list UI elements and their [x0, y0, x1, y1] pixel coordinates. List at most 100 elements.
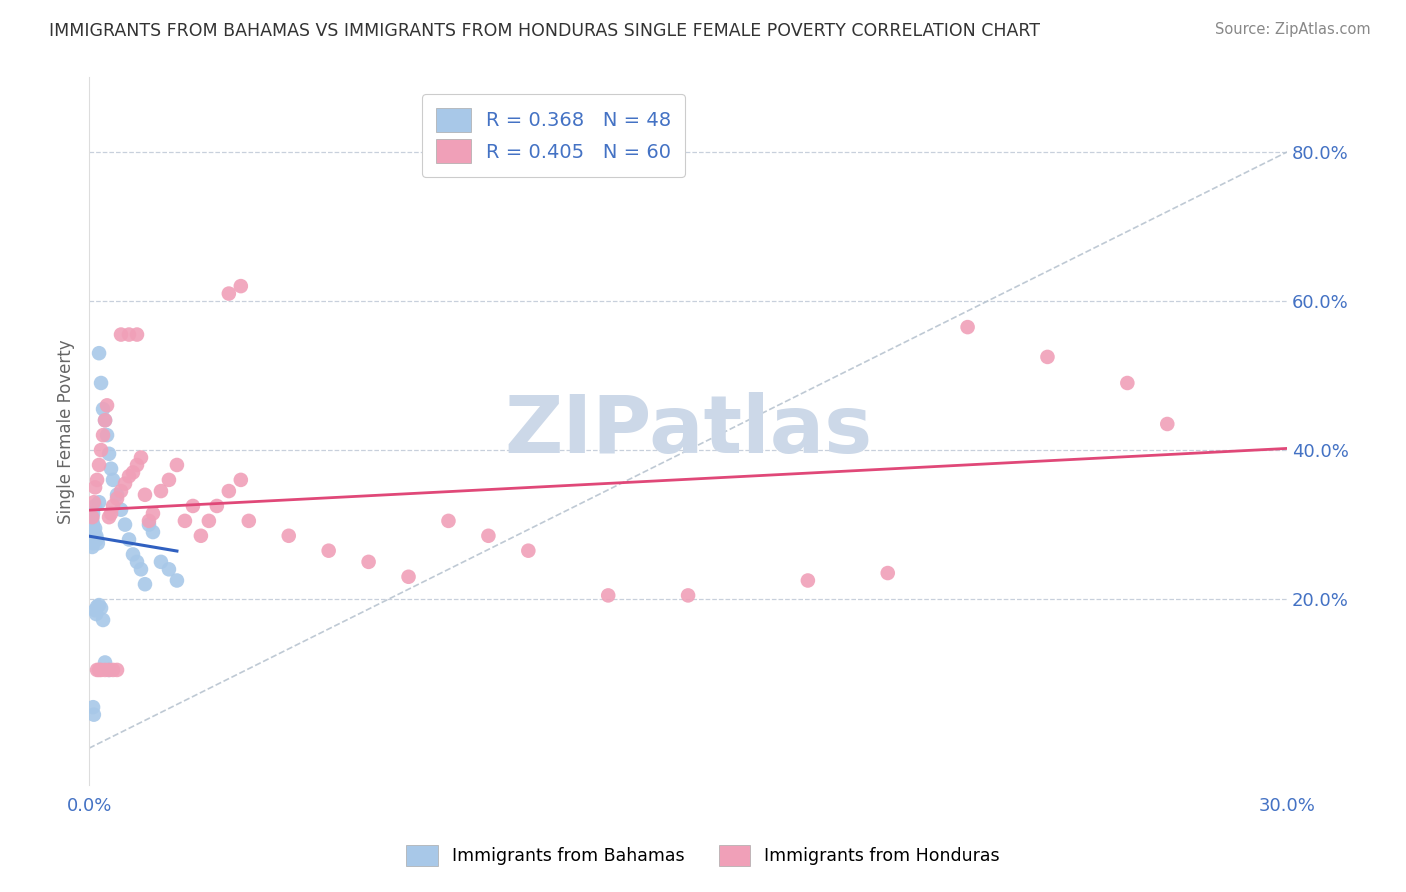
- Point: [125, 555, 148, 569]
- Point: [98, 510, 121, 524]
- Point: [100, 461, 122, 475]
- Point: [98, 663, 121, 677]
- Point: [82, 507, 104, 521]
- Point: [398, 570, 420, 584]
- Point: [96, 398, 118, 412]
- Point: [94, 413, 117, 427]
- Point: [94, 413, 117, 427]
- Point: [82, 536, 104, 550]
- Point: [98, 663, 121, 677]
- Point: [797, 574, 820, 588]
- Point: [90, 663, 112, 677]
- Point: [166, 574, 188, 588]
- Point: [110, 484, 132, 499]
- Point: [229, 279, 252, 293]
- Y-axis label: Single Female Poverty: Single Female Poverty: [58, 339, 75, 524]
- Point: [83, 495, 105, 509]
- Legend: R = 0.368   N = 48, R = 0.405   N = 60: R = 0.368 N = 48, R = 0.405 N = 60: [422, 95, 685, 177]
- Point: [82, 540, 104, 554]
- Point: [87, 458, 110, 472]
- Point: [1036, 350, 1059, 364]
- Point: [157, 473, 180, 487]
- Point: [86, 663, 108, 677]
- Point: [100, 507, 122, 521]
- Point: [198, 514, 221, 528]
- Point: [101, 663, 124, 677]
- Point: [87, 536, 110, 550]
- Point: [118, 327, 141, 342]
- Point: [98, 447, 121, 461]
- Point: [676, 588, 699, 602]
- Point: [517, 543, 540, 558]
- Point: [205, 499, 228, 513]
- Point: [84, 499, 107, 513]
- Point: [357, 555, 380, 569]
- Point: [83, 529, 105, 543]
- Point: [122, 466, 145, 480]
- Point: [90, 443, 112, 458]
- Point: [90, 376, 112, 390]
- Point: [94, 663, 117, 677]
- Point: [82, 517, 104, 532]
- Legend: Immigrants from Bahamas, Immigrants from Honduras: Immigrants from Bahamas, Immigrants from…: [398, 836, 1008, 874]
- Point: [138, 514, 160, 528]
- Point: [83, 524, 105, 539]
- Point: [598, 588, 620, 602]
- Point: [1156, 417, 1178, 431]
- Point: [91, 402, 114, 417]
- Point: [94, 656, 117, 670]
- Point: [82, 510, 104, 524]
- Point: [105, 663, 128, 677]
- Point: [101, 499, 124, 513]
- Point: [218, 286, 240, 301]
- Point: [86, 599, 108, 614]
- Point: [114, 517, 136, 532]
- Point: [105, 488, 128, 502]
- Point: [149, 555, 172, 569]
- Point: [118, 469, 141, 483]
- Point: [318, 543, 340, 558]
- Point: [91, 428, 114, 442]
- Point: [229, 473, 252, 487]
- Point: [125, 327, 148, 342]
- Point: [142, 524, 165, 539]
- Point: [129, 562, 152, 576]
- Point: [84, 480, 107, 494]
- Point: [437, 514, 460, 528]
- Point: [84, 529, 107, 543]
- Point: [190, 529, 212, 543]
- Point: [134, 577, 156, 591]
- Point: [87, 663, 110, 677]
- Point: [96, 428, 118, 442]
- Point: [84, 603, 107, 617]
- Point: [166, 458, 188, 472]
- Point: [149, 484, 172, 499]
- Point: [277, 529, 299, 543]
- Point: [1116, 376, 1139, 390]
- Point: [876, 566, 898, 580]
- Point: [86, 473, 108, 487]
- Point: [181, 499, 204, 513]
- Point: [82, 514, 104, 528]
- Point: [110, 502, 132, 516]
- Text: IMMIGRANTS FROM BAHAMAS VS IMMIGRANTS FROM HONDURAS SINGLE FEMALE POVERTY CORREL: IMMIGRANTS FROM BAHAMAS VS IMMIGRANTS FR…: [49, 22, 1040, 40]
- Point: [105, 491, 128, 506]
- Text: ZIPatlas: ZIPatlas: [503, 392, 872, 470]
- Point: [101, 473, 124, 487]
- Point: [87, 346, 110, 360]
- Text: Source: ZipAtlas.com: Source: ZipAtlas.com: [1215, 22, 1371, 37]
- Point: [83, 529, 105, 543]
- Point: [82, 510, 104, 524]
- Point: [134, 488, 156, 502]
- Point: [118, 533, 141, 547]
- Point: [86, 533, 108, 547]
- Point: [87, 495, 110, 509]
- Point: [125, 458, 148, 472]
- Point: [84, 521, 107, 535]
- Point: [238, 514, 260, 528]
- Point: [114, 476, 136, 491]
- Point: [82, 700, 104, 714]
- Point: [157, 562, 180, 576]
- Point: [87, 598, 110, 612]
- Point: [82, 521, 104, 535]
